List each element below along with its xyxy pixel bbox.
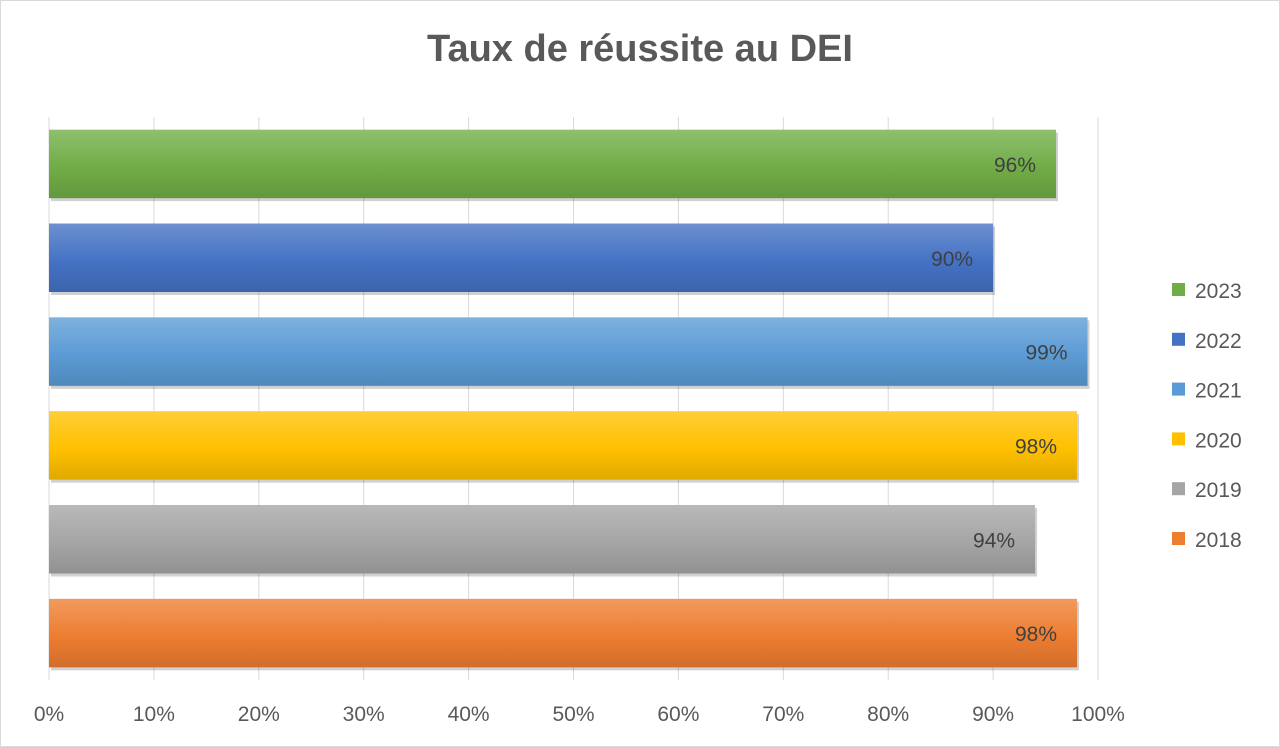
data-label-2018: 98% (1015, 623, 1057, 646)
x-tick-label: 90% (972, 703, 1014, 726)
x-tick-label: 10% (133, 703, 175, 726)
legend-label-2023: 2023 (1195, 280, 1242, 303)
bar-2022 (49, 223, 994, 292)
x-tick-label: 20% (238, 703, 280, 726)
x-tick-label: 50% (552, 703, 594, 726)
x-tick-label: 0% (34, 703, 64, 726)
bar-2021 (49, 317, 1088, 386)
x-tick-label: 60% (657, 703, 699, 726)
legend-swatch-2018 (1172, 532, 1185, 545)
data-label-2022: 90% (931, 248, 973, 271)
data-label-2019: 94% (973, 529, 1015, 552)
data-label-2020: 98% (1015, 435, 1057, 458)
legend-swatch-2019 (1172, 482, 1185, 496)
x-tick-label: 40% (448, 703, 490, 726)
data-label-2023: 96% (994, 154, 1036, 177)
bar-2019 (49, 505, 1036, 574)
legend-swatch-2020 (1172, 432, 1185, 446)
x-tick-label: 70% (762, 703, 804, 726)
x-tick-label: 80% (867, 703, 909, 726)
legend-label-2021: 2021 (1195, 380, 1242, 403)
legend-swatch-2023 (1172, 283, 1185, 296)
bar-2023 (49, 129, 1057, 199)
chart-title: Taux de réussite au DEI (427, 28, 853, 70)
legend-swatch-2022 (1172, 332, 1185, 346)
bar-2020 (49, 411, 1078, 480)
legend-swatch-2021 (1172, 382, 1185, 396)
bar-2018 (49, 598, 1078, 668)
legend-label-2022: 2022 (1195, 330, 1242, 353)
x-tick-label: 100% (1071, 703, 1125, 726)
legend-label-2019: 2019 (1195, 479, 1242, 502)
data-label-2021: 99% (1025, 342, 1067, 365)
legend-label-2018: 2018 (1195, 529, 1242, 552)
x-tick-label: 30% (343, 703, 385, 726)
legend-label-2020: 2020 (1195, 429, 1242, 452)
